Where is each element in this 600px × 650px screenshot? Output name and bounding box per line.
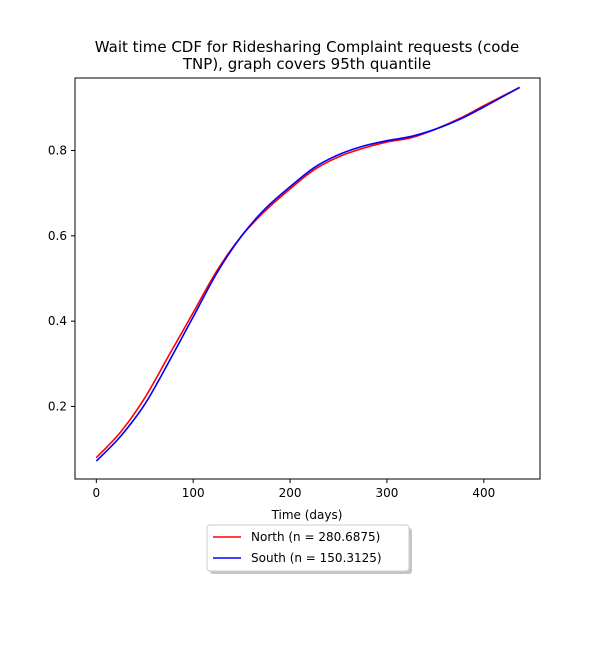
x-tick-label: 300: [375, 486, 398, 500]
x-tick-label: 200: [279, 486, 302, 500]
series-layer: [95, 86, 521, 462]
chart-title-line-1: Wait time CDF for Ridesharing Complaint …: [95, 38, 519, 56]
legend-box: [206, 524, 410, 572]
x-tick-label: 100: [182, 486, 205, 500]
plot-area: [74, 77, 541, 480]
x-tick-label: 400: [472, 486, 495, 500]
x-tick-label: 0: [92, 486, 100, 500]
series-line-south: [95, 86, 521, 462]
legend-label-north: North (n = 280.6875): [251, 530, 380, 544]
y-tick-label: 0.8: [48, 144, 67, 158]
y-tick-label: 0.6: [48, 229, 67, 243]
y-tick-label: 0.2: [48, 399, 67, 413]
chart-title-line-2: TNP), graph covers 95th quantile: [182, 55, 431, 73]
y-tick-label: 0.4: [48, 314, 67, 328]
x-axis-ticks: 0 100 200 300 400: [92, 479, 495, 500]
x-axis-label: Time (days): [271, 508, 343, 522]
y-axis-ticks: 0.2 0.4 0.6 0.8: [48, 144, 75, 413]
legend-label-south: South (n = 150.3125): [251, 551, 382, 565]
legend: North (n = 280.6875) South (n = 150.3125…: [206, 524, 412, 574]
